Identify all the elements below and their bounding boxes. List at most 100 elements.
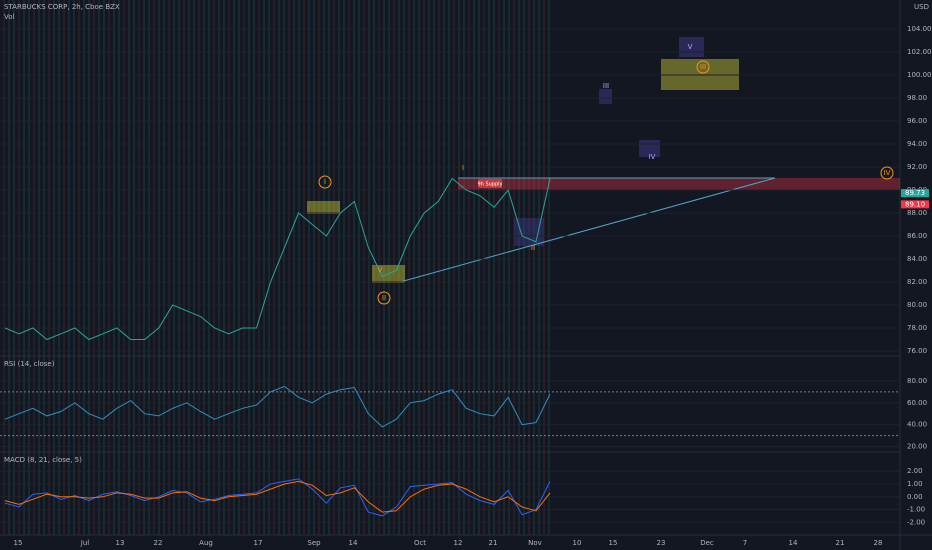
stripe [23, 0, 25, 535]
stripe [548, 0, 550, 535]
x-tick-label: Nov [528, 539, 542, 547]
stripe [488, 0, 490, 535]
stripe [483, 0, 485, 535]
stripe [418, 0, 420, 535]
stripe [58, 0, 60, 535]
x-tick-label: 22 [154, 539, 163, 547]
stripe [258, 0, 260, 535]
stripe [198, 0, 200, 535]
stripe [208, 0, 210, 535]
price-line [4, 177, 551, 341]
stripe [498, 0, 500, 535]
stripe [513, 0, 515, 535]
stripe [333, 0, 335, 535]
stripe [48, 0, 50, 535]
x-tick-label: 23 [657, 539, 666, 547]
stripe [178, 0, 180, 535]
stripe [508, 0, 510, 535]
y-tick-label: 102.00 [907, 48, 932, 56]
stripe [53, 0, 55, 535]
stripe [43, 0, 45, 535]
stripe [218, 0, 220, 535]
stripe [388, 0, 390, 535]
x-tick-label: 15 [14, 539, 23, 547]
stripe [13, 0, 15, 535]
supply-label: 9h Supply [478, 182, 503, 188]
stripe [238, 0, 240, 535]
wave-label: I [324, 178, 326, 186]
stripe [73, 0, 75, 535]
y-tick-label: 86.00 [907, 232, 927, 240]
stripe [88, 0, 90, 535]
stripe [103, 0, 105, 535]
stripe [363, 0, 365, 535]
stripe [308, 0, 310, 535]
wave-label: IV [649, 153, 656, 161]
volume-label: Vol [4, 13, 15, 21]
stripe [108, 0, 110, 535]
y-tick-label: 92.00 [907, 163, 927, 171]
stripe [443, 0, 445, 535]
x-tick-label: 14 [349, 539, 358, 547]
stripe [328, 0, 330, 535]
stripe [338, 0, 340, 535]
x-tick-label: 28 [874, 539, 883, 547]
stripe [298, 0, 300, 535]
stripe [148, 0, 150, 535]
y-tick-label: 94.00 [907, 140, 927, 148]
x-tick-label: 13 [116, 539, 125, 547]
stripe [433, 0, 435, 535]
y-tick-label: 104.00 [907, 25, 932, 33]
stripe [28, 0, 30, 535]
stripe [33, 0, 35, 535]
y-tick-label: 98.00 [907, 94, 927, 102]
stripe [83, 0, 85, 535]
y-tick-label: 100.00 [907, 71, 932, 79]
stripe [383, 0, 385, 535]
stripe [543, 0, 545, 535]
y-tick-label: 88.00 [907, 209, 927, 217]
x-tick-label: Dec [700, 539, 714, 547]
background-stripes [3, 0, 550, 535]
x-tick-label: 14 [789, 539, 798, 547]
wave-label: III [700, 63, 706, 71]
stripe [493, 0, 495, 535]
x-tick-label: Jul [80, 539, 90, 547]
y-tick-label: -1.00 [907, 506, 925, 514]
stripe [228, 0, 230, 535]
stripe [423, 0, 425, 535]
stripe [358, 0, 360, 535]
x-tick-label: 21 [836, 539, 845, 547]
stripe [283, 0, 285, 535]
stripe [343, 0, 345, 535]
stripe [93, 0, 95, 535]
stripe [458, 0, 460, 535]
supply-zone [458, 178, 900, 190]
x-tick-label: Oct [414, 539, 426, 547]
price-tag [901, 189, 929, 198]
wave-circle [696, 60, 710, 74]
stripe [248, 0, 250, 535]
stripe [538, 0, 540, 535]
macd-title: MACD (8, 21, close, 5) [4, 456, 82, 464]
stripe [353, 0, 355, 535]
x-tick-label: 15 [609, 539, 618, 547]
stripe [403, 0, 405, 535]
stripe [213, 0, 215, 535]
stripe [203, 0, 205, 535]
stripe [288, 0, 290, 535]
price-tag-label: 89.10 [905, 200, 925, 208]
y-tick-label: 1.00 [907, 480, 923, 488]
stripe [128, 0, 130, 535]
stripe [263, 0, 265, 535]
stripe [323, 0, 325, 535]
stripe [138, 0, 140, 535]
stripe [253, 0, 255, 535]
stripe [473, 0, 475, 535]
stripe [438, 0, 440, 535]
stripe [303, 0, 305, 535]
stripe [273, 0, 275, 535]
wave-label: II [531, 244, 535, 252]
y-tick-label: 0.00 [907, 493, 923, 501]
